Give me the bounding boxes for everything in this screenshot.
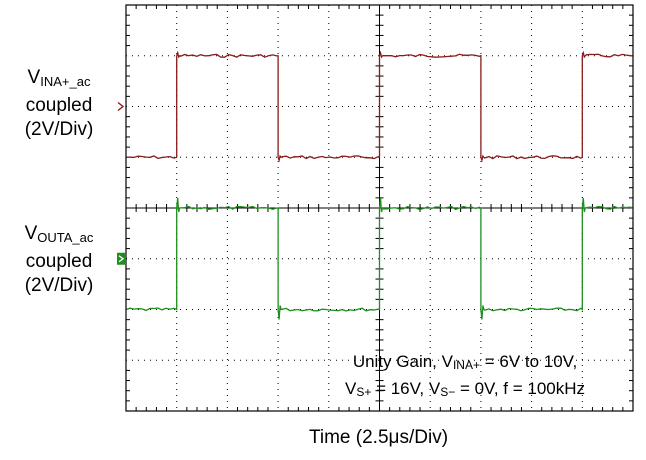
ground-marker-channel-1 — [117, 101, 125, 112]
trace-channel-2 — [125, 197, 634, 320]
test-conditions-annotation: Unity Gain, VINA+ = 6V to 10V, VS+ = 16V… — [344, 352, 586, 399]
channel-markers — [117, 101, 126, 265]
trace-channel-1 — [125, 50, 634, 163]
plot-frame — [125, 4, 634, 412]
channel-2-label: VOUTA_ac coupled (2V/Div) — [24, 223, 94, 296]
x-axis-label: Time (2.5μs/Div) — [308, 427, 449, 448]
channel-1-label: VINA+_ac coupled (2V/Div) — [24, 67, 94, 140]
ground-marker-channel-2 — [117, 252, 126, 265]
traces — [125, 50, 634, 320]
ground-marker-chevron — [118, 255, 125, 263]
